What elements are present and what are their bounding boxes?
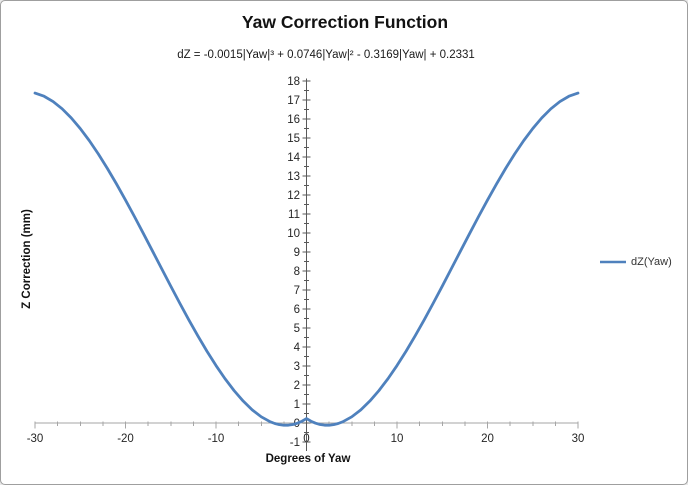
y-axis-title: Z Correction (mm) <box>21 209 33 309</box>
x-tick-label: 20 <box>481 433 494 445</box>
y-tick-label: 4 <box>294 342 301 354</box>
series-line-dz-yaw[interactable] <box>33 91 580 427</box>
legend-line-swatch <box>600 260 626 264</box>
y-tick-label: 7 <box>294 285 300 297</box>
y-tick-label: 1 <box>294 399 300 411</box>
y-tick-label: 12 <box>287 190 300 202</box>
y-tick-label: 10 <box>287 228 300 240</box>
y-tick-label: 17 <box>287 95 300 107</box>
y-tick-label: 16 <box>287 114 300 126</box>
y-tick-label: 14 <box>287 152 300 164</box>
y-tick-label: 2 <box>294 380 300 392</box>
y-tick-label: 5 <box>294 323 300 335</box>
y-tick-label: 6 <box>294 304 300 316</box>
x-tick-label: -20 <box>117 433 134 445</box>
x-tick-label: -10 <box>208 433 225 445</box>
y-tick-label: 8 <box>294 266 300 278</box>
legend-label: dZ(Yaw) <box>631 256 672 268</box>
y-tick-label: 13 <box>287 171 300 183</box>
chart-equation: dZ = -0.0015|Yaw|³ + 0.0746|Yaw|² - 0.31… <box>177 49 475 61</box>
y-tick-label: 15 <box>287 133 300 145</box>
y-tick-label: 9 <box>294 247 300 259</box>
chart-title[interactable]: Yaw Correction Function <box>241 12 449 32</box>
y-tick-label: 3 <box>294 361 300 373</box>
y-tick-label: 18 <box>287 76 300 88</box>
x-tick-label: -30 <box>27 433 44 445</box>
y-tick-label: -1 <box>290 437 300 449</box>
legend[interactable]: dZ(Yaw) <box>599 256 672 268</box>
x-tick-label: 30 <box>572 433 585 445</box>
y-tick-label: 11 <box>288 209 300 221</box>
x-tick-label: 10 <box>391 433 404 445</box>
x-axis-title: Degrees of Yaw <box>265 453 351 465</box>
